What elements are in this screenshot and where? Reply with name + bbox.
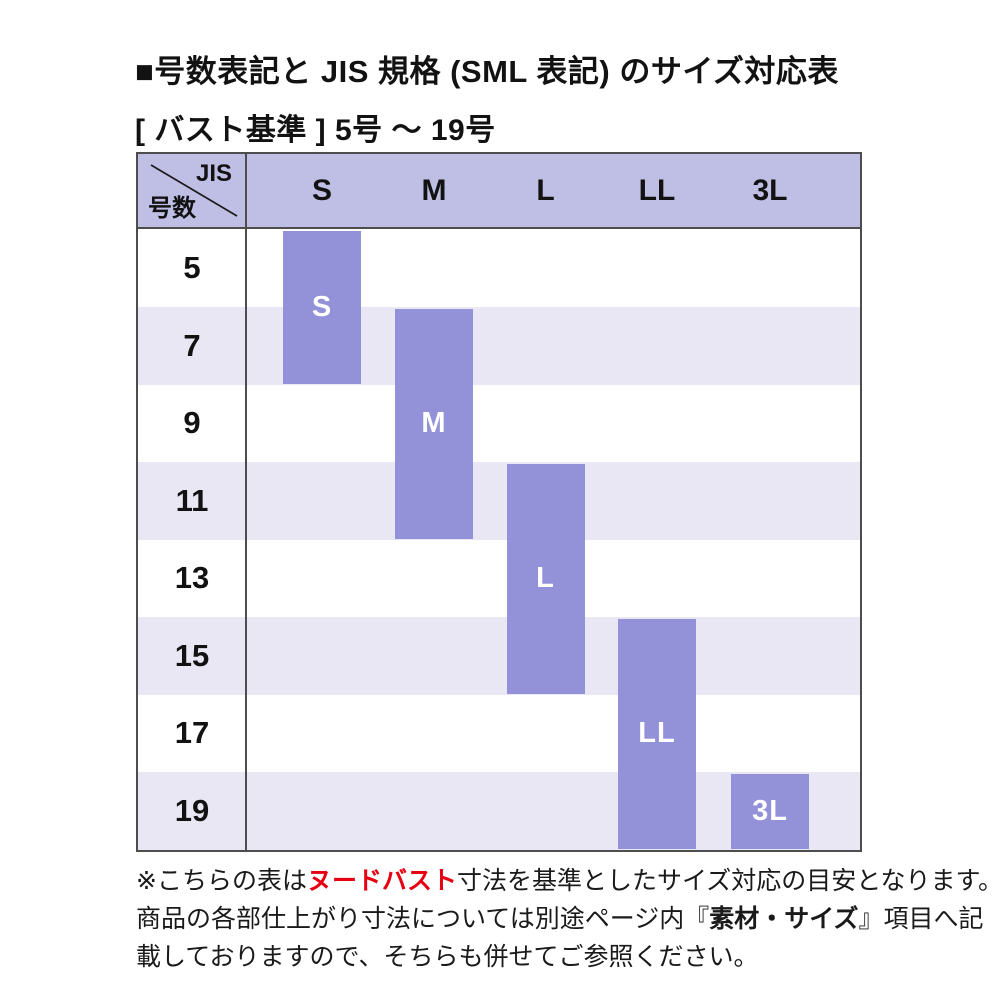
size-bar-label: M xyxy=(421,407,447,440)
size-bar-S: S xyxy=(283,231,361,384)
corner-label-gousuu: 号数 xyxy=(148,195,196,222)
column-header-LL: LL xyxy=(638,174,676,207)
table-row xyxy=(138,461,860,540)
diagonal-line-icon xyxy=(150,164,238,217)
footnote-text: 』項目へ記 xyxy=(858,905,984,933)
column-header-L: L xyxy=(536,174,555,207)
page-title: ■号数表記と JIS 規格 (SML 表記) のサイズ対応表 xyxy=(135,54,839,89)
table-header-row: JIS 号数 S M L LL 3L xyxy=(138,154,860,229)
footnote-line: ※こちらの表はヌードバスト寸法を基準としたサイズ対応の目安となります。 xyxy=(136,862,1000,900)
row-label-15: 15 xyxy=(174,637,210,673)
size-bar-label: S xyxy=(311,291,333,323)
row-label-7: 7 xyxy=(183,327,201,363)
row-label-11: 11 xyxy=(175,482,209,518)
size-bar-M: M xyxy=(395,308,473,539)
footnote-line: 商品の各部仕上がり寸法については別途ページ内『素材・サイズ』項目へ記 xyxy=(136,900,984,938)
size-chart-table: 5 7 9 11 13 15 17 19 JIS 号数 S M L LL 3L S M L LL 3L xyxy=(136,152,862,852)
table-row xyxy=(138,306,860,385)
row-label-5: 5 xyxy=(183,250,201,285)
row-label-19: 19 xyxy=(174,792,210,828)
footnote-highlight-red: ヌードバスト xyxy=(306,867,457,895)
size-bar-label: 3L xyxy=(752,794,788,827)
corner-label-jis: JIS xyxy=(195,160,232,187)
footnote-text: 商品の各部仕上がり寸法については別途ページ内『 xyxy=(136,905,710,933)
table-row xyxy=(138,616,860,695)
size-bar-3L: 3L xyxy=(731,773,809,849)
row-label-13: 13 xyxy=(174,560,210,595)
size-bar-label: L xyxy=(536,562,555,595)
footnote: ※こちらの表はヌードバスト寸法を基準としたサイズ対応の目安となります。 商品の各部… xyxy=(136,862,1000,976)
column-divider xyxy=(245,154,247,850)
column-header-3L: 3L xyxy=(752,174,788,207)
row-label-9: 9 xyxy=(183,405,201,440)
size-bar-label: LL xyxy=(638,717,676,750)
subtitle-bust-range: [ バスト基準 ] 5号 ～ 19号 xyxy=(135,114,496,147)
footnote-highlight-bold: 素材・サイズ xyxy=(709,905,859,933)
footnote-text: 寸法を基準としたサイズ対応の目安となります。 xyxy=(456,867,1000,895)
footnote-text: 載しておりますので、そちらも併せてご参照ください。 xyxy=(136,943,759,971)
column-header-S: S xyxy=(311,174,333,207)
corner-cell: JIS 号数 xyxy=(138,154,246,229)
row-label-17: 17 xyxy=(174,715,210,750)
size-bar-L: L xyxy=(506,463,585,694)
footnote-text: ※こちらの表は xyxy=(136,867,307,895)
footnote-line: 載しておりますので、そちらも併せてご参照ください。 xyxy=(136,938,906,976)
size-bar-LL: LL xyxy=(618,618,696,849)
column-header-M: M xyxy=(421,174,447,207)
